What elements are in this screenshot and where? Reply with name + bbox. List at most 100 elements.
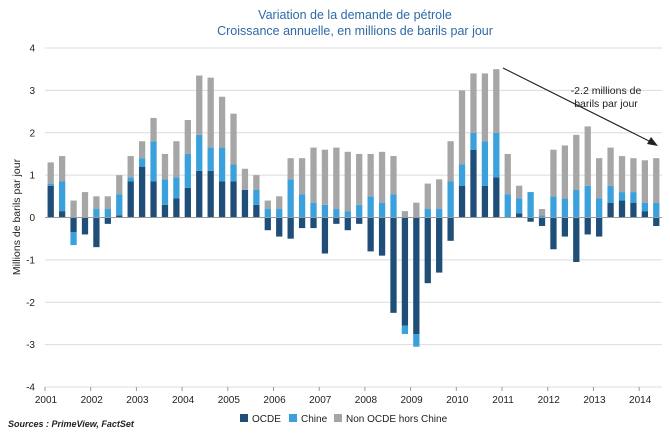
annotation-line-2: barils par jour bbox=[574, 98, 638, 110]
y-tick-label: -3 bbox=[26, 340, 35, 351]
bar-segment bbox=[173, 177, 180, 199]
bar-segment bbox=[321, 149, 329, 205]
bar-segment bbox=[333, 147, 340, 210]
x-tick-label: 2010 bbox=[446, 395, 469, 406]
bar-segment bbox=[298, 217, 306, 229]
y-tick-label: -2 bbox=[26, 298, 35, 309]
x-tick-label: 2006 bbox=[263, 395, 286, 406]
bar-segment bbox=[241, 189, 249, 218]
x-tick-label: 2009 bbox=[401, 395, 424, 406]
bar-segment bbox=[344, 211, 351, 218]
bar-segment bbox=[458, 164, 466, 186]
bar-segment bbox=[378, 202, 386, 218]
bar-segment bbox=[436, 217, 443, 273]
bar-segment bbox=[276, 196, 283, 210]
bar-segment bbox=[93, 217, 100, 248]
bar-segment bbox=[550, 196, 557, 218]
bar-segment bbox=[470, 132, 477, 150]
bar-segment bbox=[276, 209, 283, 218]
bar-segment bbox=[401, 217, 409, 326]
bar-segment bbox=[607, 202, 614, 218]
bar-segment bbox=[527, 192, 534, 218]
bar-segment bbox=[344, 217, 351, 231]
bar-segment bbox=[436, 209, 443, 218]
bar-segment bbox=[618, 200, 626, 218]
bar-segment bbox=[458, 185, 466, 218]
bar-segment bbox=[104, 196, 111, 210]
bar-segment bbox=[378, 217, 386, 256]
bar-segment bbox=[630, 192, 637, 203]
bar-segment bbox=[218, 96, 226, 148]
x-tick-label: 2001 bbox=[35, 395, 58, 406]
chart-title: Variation de la demande de pétrole bbox=[258, 8, 452, 22]
bar-segment bbox=[104, 209, 111, 218]
bar-segment bbox=[138, 158, 146, 167]
bar-segment bbox=[527, 217, 534, 222]
bar-segment bbox=[321, 217, 329, 254]
bar-segment bbox=[264, 200, 271, 210]
bar-segment bbox=[196, 170, 203, 218]
bar-segment bbox=[596, 217, 603, 237]
bar-segment bbox=[333, 217, 340, 224]
bar-segment bbox=[447, 217, 454, 241]
bar-segment bbox=[184, 187, 191, 218]
legend-label: Chine bbox=[301, 414, 328, 425]
bar-segment bbox=[596, 158, 603, 199]
bar-segment bbox=[516, 198, 523, 214]
y-tick-label: 2 bbox=[29, 128, 35, 139]
legend-label: Non OCDE hors Chine bbox=[346, 414, 448, 425]
bar-segment bbox=[127, 156, 134, 178]
bar-segment bbox=[81, 192, 89, 218]
bar-segment bbox=[470, 149, 477, 218]
bar-segment bbox=[287, 179, 294, 218]
bar-segment bbox=[653, 202, 660, 218]
bar-segment bbox=[218, 147, 226, 182]
bar-segment bbox=[413, 202, 420, 218]
bar-segment bbox=[584, 217, 591, 235]
bar-segment bbox=[161, 204, 169, 218]
bar-segment bbox=[356, 204, 363, 218]
bar-segment bbox=[356, 217, 363, 224]
bar-segment bbox=[207, 147, 214, 171]
x-tick-label: 2012 bbox=[538, 395, 561, 406]
legend-swatch bbox=[289, 414, 297, 422]
bar-segment bbox=[59, 211, 66, 218]
bar-segment bbox=[138, 166, 146, 218]
bar-segment bbox=[47, 183, 54, 186]
y-tick-label: 1 bbox=[29, 171, 35, 182]
bar-segment bbox=[127, 177, 134, 182]
bar-segment bbox=[504, 153, 511, 195]
bar-segment bbox=[470, 73, 477, 133]
bar-segment bbox=[321, 204, 329, 218]
bar-segment bbox=[184, 120, 191, 154]
bar-segment bbox=[230, 181, 237, 218]
bar-segment bbox=[173, 141, 180, 178]
bar-segment bbox=[573, 134, 580, 190]
bar-segment bbox=[93, 196, 100, 210]
bar-segment bbox=[618, 156, 626, 193]
bar-segment bbox=[298, 194, 306, 218]
legend-swatch bbox=[334, 414, 342, 422]
bar-segment bbox=[264, 209, 271, 218]
bar-segment bbox=[493, 69, 500, 133]
bar-segment bbox=[538, 217, 546, 226]
bar-segment bbox=[447, 141, 454, 182]
bar-segment bbox=[70, 232, 77, 246]
bar-segment bbox=[161, 153, 169, 180]
bar-segment bbox=[573, 189, 580, 218]
legend: OCDE Chine Non OCDE hors Chine bbox=[240, 414, 448, 425]
bar-segment bbox=[47, 185, 54, 218]
bar-segment bbox=[310, 217, 317, 229]
bar-segment bbox=[230, 113, 237, 165]
bar-segment bbox=[424, 209, 431, 218]
bar-segment bbox=[630, 158, 637, 193]
bar-segment bbox=[70, 200, 77, 218]
bar-segment bbox=[607, 147, 614, 186]
annotation-arrowhead bbox=[647, 137, 658, 146]
bar-segment bbox=[413, 334, 420, 347]
y-tick-label: 4 bbox=[29, 44, 35, 55]
bar-segment bbox=[516, 185, 523, 199]
x-axis-ticks: 2001 2002 2003 2004 2005 2006 2007 2008 2009 2010… bbox=[35, 387, 652, 406]
bar-segment bbox=[264, 217, 271, 231]
